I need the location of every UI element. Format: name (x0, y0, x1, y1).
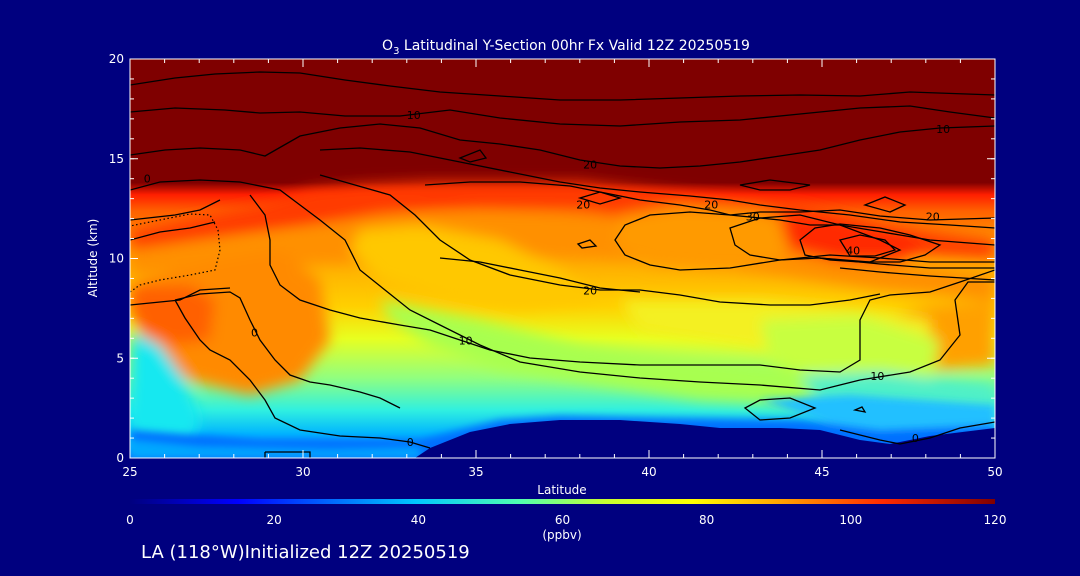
contour-label: 10 (407, 109, 421, 122)
contour-label: 10 (870, 370, 884, 383)
ozone-field (130, 59, 995, 458)
contour-label: 10 (936, 123, 950, 136)
contour-label: 20 (926, 211, 940, 224)
colorbar-units: (ppbv) (542, 528, 581, 542)
y-tick-label: 5 (116, 351, 124, 365)
x-axis-ticks: 25 30 35 40 45 50 (122, 59, 1003, 479)
colorbar-tick-label: 60 (555, 513, 570, 527)
colorbar-tick-label: 120 (984, 513, 1007, 527)
x-axis-label: Latitude (537, 483, 586, 497)
colorbar-ticks: 0 20 40 60 80 100 120 (126, 513, 1006, 527)
colorbar-tick-label: 80 (699, 513, 714, 527)
colorbar-tick-label: 0 (126, 513, 134, 527)
colorbar (130, 499, 995, 504)
x-tick-label: 50 (987, 465, 1002, 479)
contour-label: 0 (407, 436, 414, 449)
x-tick-label: 35 (468, 465, 483, 479)
y-axis-ticks: 0 5 10 15 20 (109, 52, 995, 465)
colorbar-tick-label: 40 (411, 513, 426, 527)
colorbar-tick-label: 100 (839, 513, 862, 527)
contour-lines (130, 71, 995, 458)
x-tick-label: 45 (814, 465, 829, 479)
contour-label: 40 (846, 245, 860, 258)
y-tick-label: 15 (109, 152, 124, 166)
y-tick-label: 20 (109, 52, 124, 66)
y-tick-label: 0 (116, 451, 124, 465)
footer-run-info: LA (118°W)Initialized 12Z 20250519 (141, 542, 470, 563)
contour-label: 20 (576, 199, 590, 212)
contour-label: 20 (704, 199, 718, 212)
contour-label: 30 (746, 211, 760, 224)
contour-label: 20 (583, 159, 597, 172)
contour-label: 0 (912, 432, 919, 445)
contour-label: 0 (144, 173, 151, 186)
contour-label: 10 (459, 334, 473, 347)
y-axis-label: Altitude (km) (86, 219, 100, 298)
x-tick-label: 25 (122, 465, 137, 479)
colorbar-tick-label: 20 (267, 513, 282, 527)
terrain-mask (130, 420, 995, 458)
y-tick-label: 10 (109, 252, 124, 266)
contour-label: 0 (251, 326, 258, 339)
x-tick-label: 40 (641, 465, 656, 479)
contour-label: 20 (583, 284, 597, 297)
x-tick-label: 30 (295, 465, 310, 479)
contour-labels: 10 10 0 20 20 20 30 20 40 20 0 10 10 0 0 (144, 109, 950, 449)
chart-title: O3 Latitudinal Y-Section 00hr Fx Valid 1… (382, 38, 750, 57)
